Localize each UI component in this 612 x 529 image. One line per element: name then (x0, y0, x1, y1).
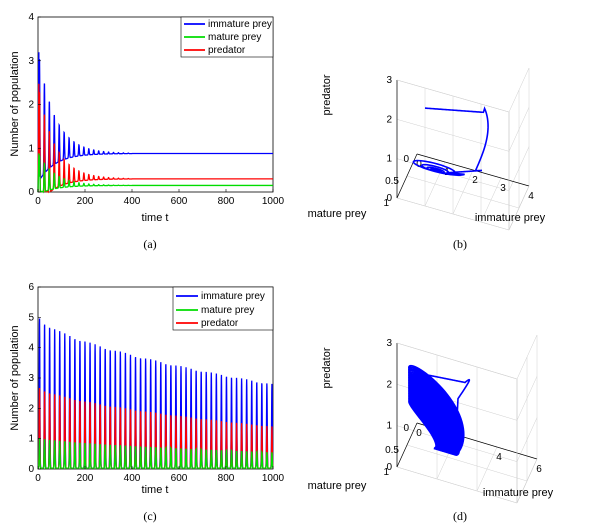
panel-b-ylabel: mature prey (308, 208, 367, 220)
panel-d-xlabel: immature prey (483, 487, 554, 499)
caption-b: (b) (453, 237, 467, 251)
axis-box-line (416, 153, 530, 187)
ytick-label: 1 (383, 198, 389, 209)
ytick-label: 1 (28, 434, 34, 445)
ytick-label: 4 (28, 12, 34, 23)
axis-box-line (396, 197, 510, 231)
ytick-label: 6 (28, 282, 34, 293)
xtick-label: 800 (218, 196, 235, 207)
xtick-label: 200 (77, 196, 94, 207)
xtick-label: 6 (536, 464, 542, 475)
panel-d-ylabel: mature prey (308, 480, 367, 492)
ytick-label: 0 (403, 423, 409, 434)
caption-a: (a) (143, 237, 156, 251)
ztick-label: 3 (386, 75, 392, 86)
panel-a-series (37, 52, 273, 194)
panel-d-trajectory (408, 364, 471, 457)
axis-box-line (406, 175, 520, 209)
ytick-label: 0.5 (385, 176, 399, 187)
legend-c-predator: predator (201, 318, 239, 329)
panel-c: 0 200 400 600 800 1000 0 1 2 3 4 5 6 time t Number o… (9, 282, 285, 523)
panel-b-axes-box (396, 67, 530, 231)
ztick-label: 0 (386, 193, 392, 204)
xtick-label: 4 (496, 452, 502, 463)
panel-c-ylabel: Number of population (9, 325, 21, 430)
ytick-label: 2 (28, 100, 34, 111)
ytick-label: 0 (403, 154, 409, 165)
ztick-label: 0 (386, 462, 392, 473)
xtick-label: 800 (218, 473, 235, 484)
xtick-label: 1000 (262, 473, 285, 484)
series-mature-prey (37, 153, 273, 194)
xtick-label: 400 (124, 196, 141, 207)
xtick-label: 2 (472, 175, 478, 186)
ytick-label: 2 (28, 403, 34, 414)
xtick-label: 0 (416, 159, 422, 170)
panel-a: 0 200 400 600 800 1000 0 1 2 3 4 time t Number of … (9, 12, 285, 251)
legend-c-mature: mature prey (201, 305, 254, 316)
ytick-label: 0.5 (385, 445, 399, 456)
xtick-label: 0 (35, 473, 41, 484)
panel-c-series (37, 318, 274, 469)
caption-d: (d) (453, 509, 467, 523)
axis-box-line (516, 458, 538, 504)
panel-a-ylabel: Number of population (9, 51, 21, 156)
xtick-label: 600 (171, 473, 188, 484)
axis-box-line (396, 79, 510, 113)
panel-b-zlabel: predator (321, 74, 333, 115)
ytick-label: 3 (28, 373, 34, 384)
xtick-label: 1000 (262, 196, 285, 207)
ytick-label: 1 (28, 143, 34, 154)
ztick-label: 2 (386, 379, 392, 390)
ytick-label: 5 (28, 312, 34, 323)
ztick-label: 2 (386, 114, 392, 125)
legend-c-immature: immature prey (201, 291, 265, 302)
ytick-label: 0 (28, 187, 34, 198)
panel-a-legend: immature prey mature prey predator (180, 16, 274, 58)
panel-d-axes-box (396, 334, 538, 504)
panel-c-ticks: 0 200 400 600 800 1000 0 1 2 3 4 5 6 (28, 282, 284, 484)
panel-b-xlabel: immature prey (475, 212, 546, 224)
series-mature-prey (37, 437, 274, 469)
xtick-label: 0 (35, 196, 41, 207)
xtick-label: 4 (528, 191, 534, 202)
series-immature-prey (37, 52, 273, 193)
xtick-label: 400 (124, 473, 141, 484)
ytick-label: 4 (28, 343, 34, 354)
axis-box-line (396, 342, 518, 380)
panel-c-legend: immature prey mature prey predator (172, 286, 274, 331)
panel-a-xlabel: time t (142, 212, 169, 224)
axis-box-line (508, 185, 530, 231)
ytick-label: 3 (28, 56, 34, 67)
panel-c-xlabel: time t (142, 484, 169, 496)
axis-box-line (406, 444, 528, 482)
panel-d-zlabel: predator (321, 347, 333, 388)
panel-b-trajectory (412, 106, 489, 176)
ytick-label: 1 (383, 467, 389, 478)
legend-a-immature: immature prey (208, 19, 272, 30)
caption-c: (c) (143, 509, 156, 523)
xtick-label: 3 (500, 183, 506, 194)
ztick-label: 1 (386, 421, 392, 432)
panel-a-ticks: 0 200 400 600 800 1000 0 1 2 3 4 (28, 12, 284, 207)
axis-box-line (396, 466, 518, 504)
ytick-label: 0 (28, 464, 34, 475)
xtick-label: 600 (171, 196, 188, 207)
ztick-label: 3 (386, 338, 392, 349)
axis-box-line (396, 422, 418, 468)
xtick-label: 0 (416, 428, 422, 439)
legend-a-mature: mature prey (208, 32, 261, 43)
xtick-label: 200 (77, 473, 94, 484)
ztick-label: 1 (386, 154, 392, 165)
series-predator (37, 83, 273, 194)
legend-a-predator: predator (208, 45, 246, 56)
